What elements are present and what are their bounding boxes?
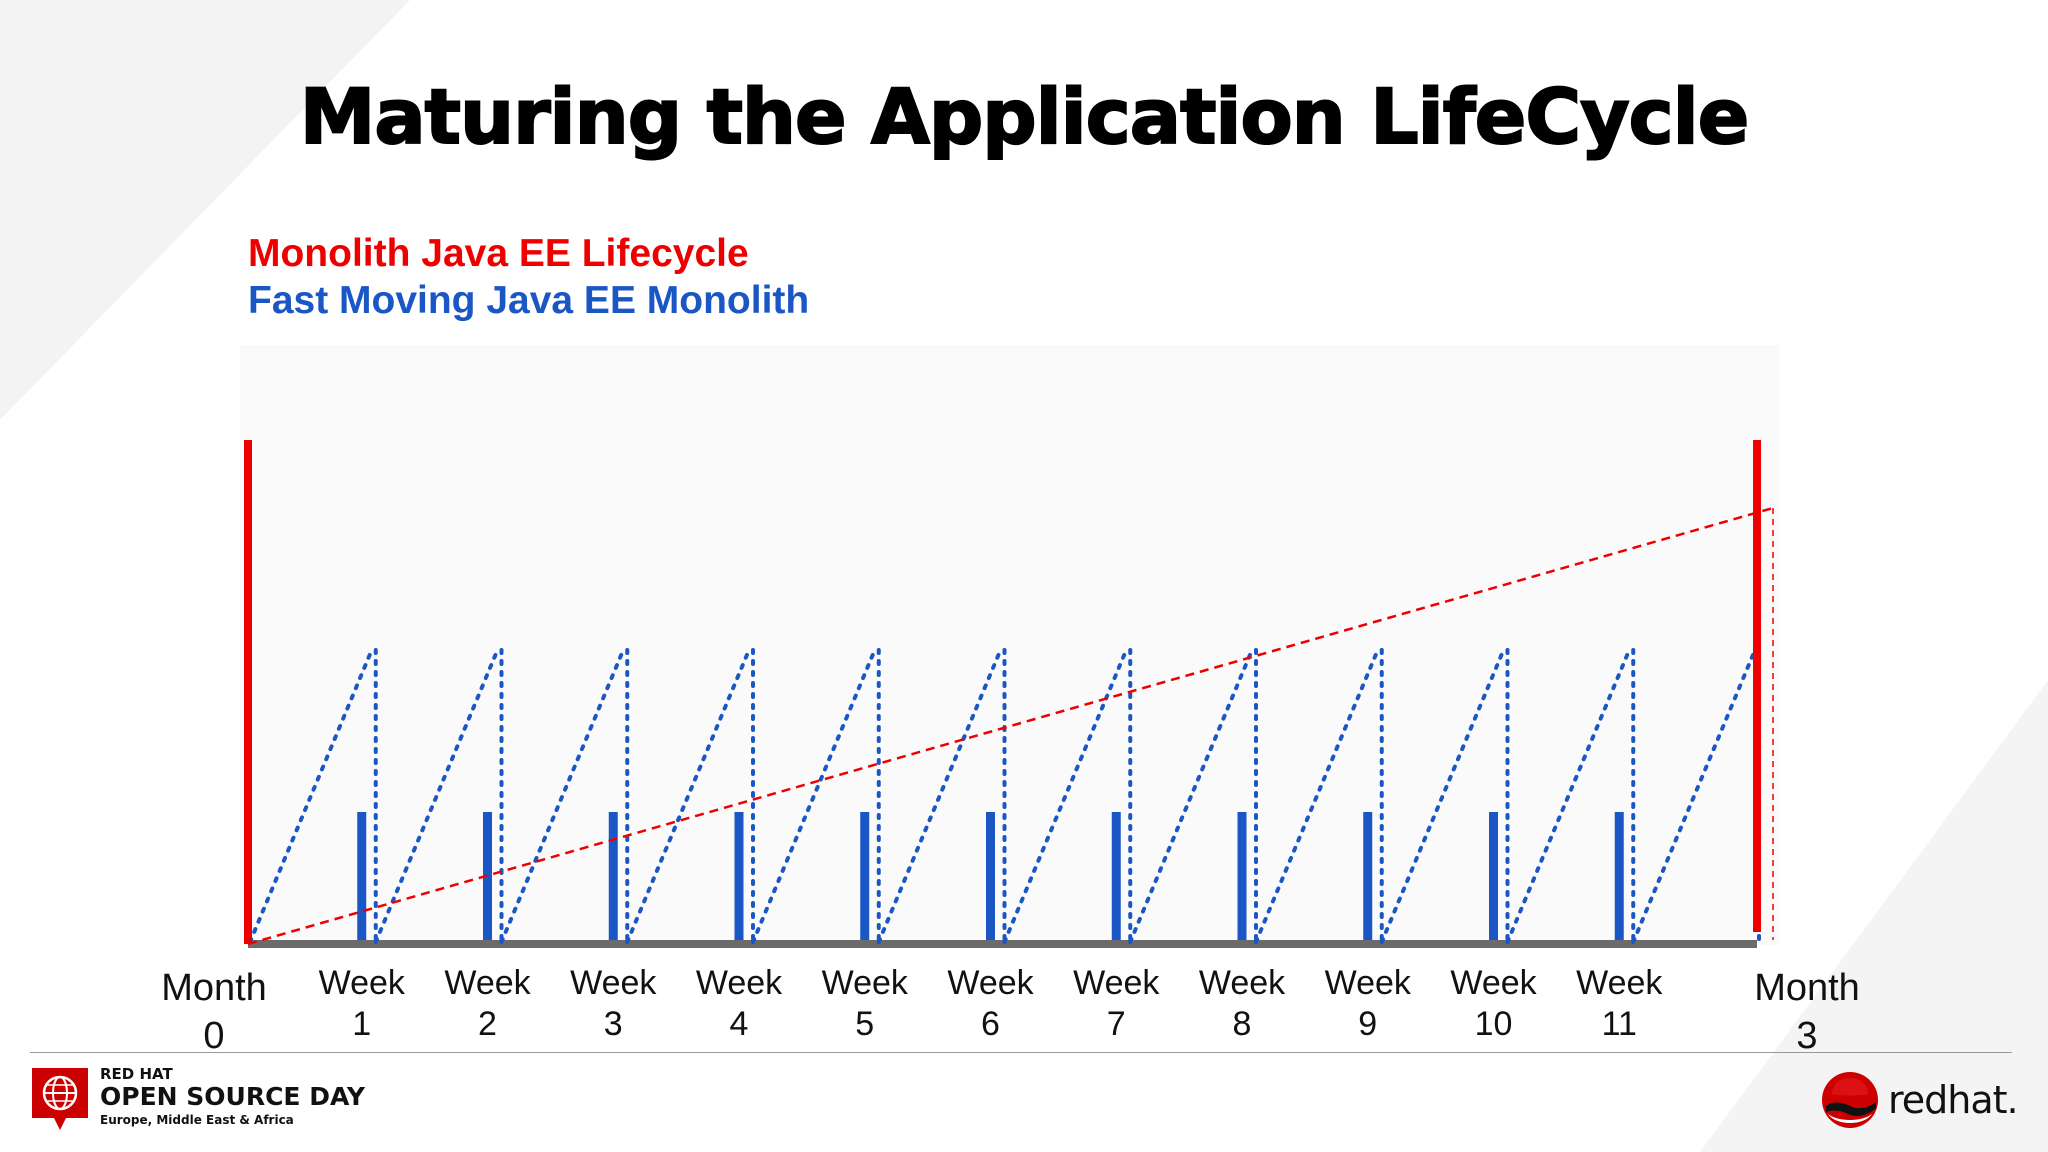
week-7-label-line2: 7 <box>1107 1005 1126 1043</box>
event-brand: RED HAT <box>100 1065 173 1083</box>
week-5-label-line1: Week <box>822 964 909 1002</box>
week-11-label-line2: 11 <box>1602 1005 1637 1043</box>
red-hat-shadowman-icon <box>1822 1072 1878 1128</box>
week-6-label-line2: 6 <box>981 1005 1000 1043</box>
monolith-cycle-ramp <box>247 506 1774 946</box>
fast-cycle-ramp <box>373 648 500 944</box>
month-3-label-line2: 3 <box>1796 1015 1817 1057</box>
fast-cycle-ramp <box>1002 648 1129 944</box>
week-5-label-line2: 5 <box>855 1005 874 1043</box>
week-8-label-line1: Week <box>1199 964 1286 1002</box>
legend-monolith-lifecycle: Monolith Java EE Lifecycle <box>248 232 749 275</box>
week-1-label-line1: Week <box>319 964 406 1002</box>
fast-cycle-ramp <box>1631 648 1757 944</box>
event-region: Europe, Middle East & Africa <box>100 1113 294 1127</box>
week-10-label-line2: 10 <box>1475 1005 1513 1043</box>
month-0-label-line2: 0 <box>203 1015 224 1057</box>
week-4-label-line2: 4 <box>730 1005 749 1043</box>
footer-divider <box>30 1052 2012 1053</box>
week-2-label-line2: 2 <box>478 1005 497 1043</box>
fast-cycle-ramp <box>499 648 626 944</box>
slide-title: Maturing the Application LifeCycle <box>299 71 1751 162</box>
week-8-label-line2: 8 <box>1233 1005 1252 1043</box>
fast-cycle-ramp <box>876 648 1003 944</box>
fast-cycle-ramp <box>1128 648 1254 944</box>
fast-cycle-ramp <box>1505 648 1632 944</box>
fast-cycle-ramp <box>751 648 877 944</box>
fast-cycle-ramp <box>1254 648 1380 944</box>
month-3-label-line1: Month <box>1754 967 1860 1009</box>
red-hat-wordmark: redhat. <box>1888 1078 2019 1122</box>
event-name: OPEN SOURCE DAY <box>100 1082 366 1111</box>
week-9-label-line1: Week <box>1325 964 1412 1002</box>
week-9-label-line2: 9 <box>1358 1005 1377 1043</box>
fast-cycle-ramp <box>625 648 751 944</box>
week-3-label-line2: 3 <box>604 1005 623 1043</box>
fast-cycle-ramp <box>1379 648 1506 944</box>
week-2-label-line1: Week <box>444 964 531 1002</box>
legend-fast-moving-monolith: Fast Moving Java EE Monolith <box>248 279 810 322</box>
week-4-label-line1: Week <box>696 964 783 1002</box>
week-11-label-line1: Week <box>1576 964 1663 1002</box>
week-3-label-line1: Week <box>570 964 657 1002</box>
fast-cycle-ramp <box>248 648 374 944</box>
open-source-day-logo-icon <box>32 1068 88 1130</box>
month-0-label-line1: Month <box>161 967 267 1009</box>
week-1-label-line2: 1 <box>352 1005 371 1043</box>
week-10-label-line1: Week <box>1450 964 1537 1002</box>
week-7-label-line1: Week <box>1073 964 1160 1002</box>
week-6-label-line1: Week <box>947 964 1034 1002</box>
event-branding: RED HAT OPEN SOURCE DAY Europe, Middle E… <box>100 1066 365 1129</box>
